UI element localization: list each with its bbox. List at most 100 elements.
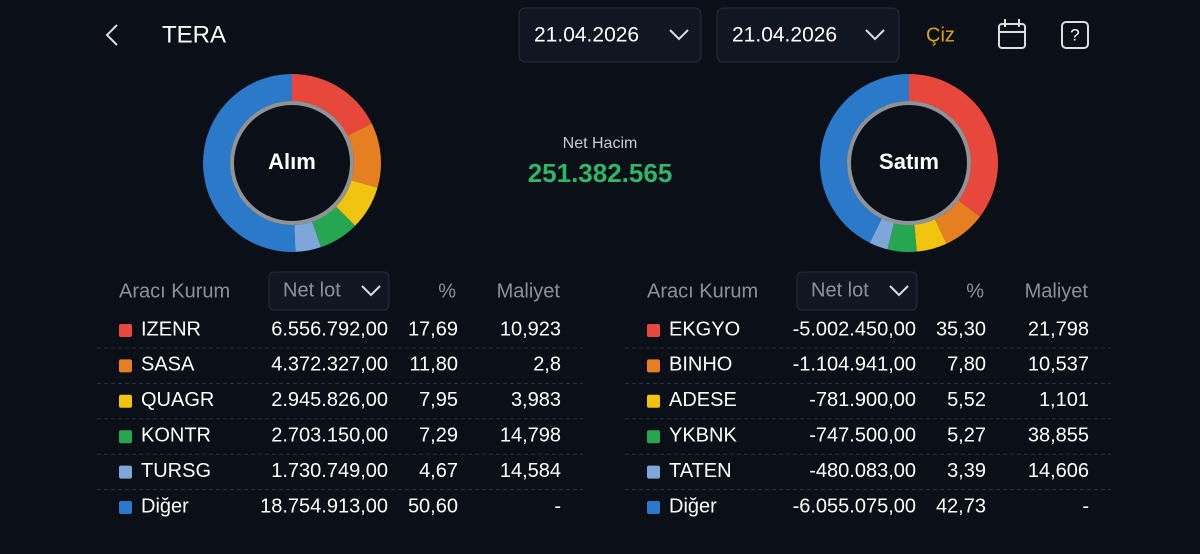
broker-name: SASA xyxy=(141,354,195,376)
percent: 42,73 xyxy=(936,495,986,517)
cost: 14,798 xyxy=(500,424,561,446)
net-lot: -781.900,00 xyxy=(809,389,916,411)
color-swatch xyxy=(119,430,132,444)
donut-segment xyxy=(887,223,917,252)
donut-segment xyxy=(292,74,372,136)
donut-segment xyxy=(336,180,378,226)
percent: 50,60 xyxy=(408,495,458,517)
percent: 7,29 xyxy=(419,424,458,446)
date-to-picker[interactable]: 21.04.2026 xyxy=(716,7,900,63)
column-header: % xyxy=(438,280,456,302)
broker-name: Diğer xyxy=(669,495,717,517)
net-lot: -1.104.941,00 xyxy=(793,354,916,376)
net-lot: 2.703.150,00 xyxy=(271,424,388,446)
column-header: Maliyet xyxy=(497,280,561,302)
color-swatch xyxy=(119,324,132,337)
column-header: Net lot xyxy=(283,279,341,301)
net-lot: 1.730.749,00 xyxy=(271,460,388,482)
cost: - xyxy=(554,495,561,517)
donut-segment xyxy=(347,123,381,188)
draw-button[interactable]: Çiz xyxy=(926,24,955,46)
color-swatch xyxy=(647,501,660,514)
title: TERA xyxy=(162,21,226,48)
calendar-icon[interactable] xyxy=(998,19,1026,49)
color-swatch xyxy=(119,465,132,479)
broker-name: Diğer xyxy=(141,495,189,517)
percent: 5,27 xyxy=(947,424,986,446)
broker-name: KONTR xyxy=(141,424,211,446)
percent: 4,67 xyxy=(419,460,458,482)
column-header: Net lot xyxy=(811,279,869,301)
column-header: Aracı Kurum xyxy=(119,280,230,302)
donut-segment xyxy=(819,74,909,243)
color-swatch xyxy=(119,501,132,514)
dropdown-box xyxy=(268,271,390,311)
color-swatch xyxy=(647,324,660,337)
cost: 14,584 xyxy=(500,460,561,482)
column-header: Maliyet xyxy=(1025,280,1089,302)
net-lot-dropdown[interactable]: Net lot xyxy=(268,271,390,311)
net-lot: 4.372.327,00 xyxy=(271,354,388,376)
donut-segment xyxy=(312,206,356,248)
donut-segment xyxy=(294,221,321,252)
donut-segment xyxy=(869,218,895,250)
percent: 17,69 xyxy=(408,318,458,340)
percent: 7,95 xyxy=(419,389,458,411)
donut-segment xyxy=(203,74,296,252)
net-lot: -747.500,00 xyxy=(809,424,916,446)
donut-title: Alım xyxy=(268,149,316,174)
net-lot: -480.083,00 xyxy=(809,460,916,482)
color-swatch xyxy=(119,359,132,373)
net-lot: 6.556.792,00 xyxy=(271,318,388,340)
net-lot-dropdown[interactable]: Net lot xyxy=(796,271,918,311)
date-from-picker[interactable]: 21.04.2026 xyxy=(518,7,702,63)
date-to: 21.04.2026 xyxy=(732,24,837,47)
net-volume-value: 251.382.565 xyxy=(528,158,673,188)
cost: 14,606 xyxy=(1028,460,1089,482)
cost: - xyxy=(1082,495,1089,517)
color-swatch xyxy=(647,430,660,444)
broker-name: ADESE xyxy=(669,389,737,411)
broker-name: TATEN xyxy=(669,460,732,482)
net-lot: 18.754.913,00 xyxy=(260,495,388,517)
color-swatch xyxy=(119,394,132,408)
cost: 38,855 xyxy=(1028,424,1089,446)
back-button[interactable] xyxy=(105,24,118,46)
donut-title: Satım xyxy=(879,149,939,174)
donut-inner-ring xyxy=(230,101,354,225)
donut-segment xyxy=(914,219,947,252)
net-lot: -5.002.450,00 xyxy=(793,318,916,340)
net-lot: -6.055.075,00 xyxy=(793,495,916,517)
cost: 2,8 xyxy=(533,354,561,376)
color-swatch xyxy=(647,394,660,408)
dropdown-box xyxy=(796,271,918,311)
dropdown-arrow xyxy=(361,285,381,297)
donut-inner-ring xyxy=(847,101,971,225)
svg-text:?: ? xyxy=(1070,25,1079,44)
column-header: % xyxy=(966,280,984,302)
broker-name: TURSG xyxy=(141,460,211,482)
cost: 10,923 xyxy=(500,318,561,340)
color-swatch xyxy=(647,465,660,479)
column-header: Aracı Kurum xyxy=(647,280,758,302)
help-icon[interactable]: ? xyxy=(1061,21,1089,49)
net-lot: 2.945.826,00 xyxy=(271,389,388,411)
percent: 7,80 xyxy=(947,354,986,376)
donut-segment xyxy=(935,200,981,244)
percent: 11,80 xyxy=(409,354,458,376)
percent: 3,39 xyxy=(947,460,986,482)
cost: 3,983 xyxy=(511,389,561,411)
percent: 35,30 xyxy=(936,318,986,340)
dropdown-arrow xyxy=(889,285,909,297)
net-volume-label: Net Hacim xyxy=(563,135,638,152)
broker-name: IZENR xyxy=(141,318,201,340)
color-swatch xyxy=(647,359,660,373)
broker-name: QUAGR xyxy=(141,389,214,411)
broker-name: EKGYO xyxy=(669,318,740,340)
date-from: 21.04.2026 xyxy=(534,24,639,47)
donut-segment xyxy=(909,74,999,217)
broker-name: BINHO xyxy=(669,354,732,376)
broker-name: YKBNK xyxy=(669,424,737,446)
